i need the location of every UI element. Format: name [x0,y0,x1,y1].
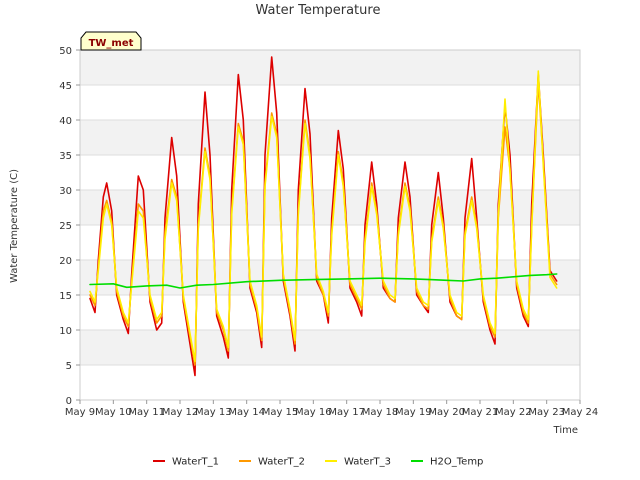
x-tick-label: May 24 [562,407,599,418]
plot-band [80,190,580,225]
y-tick-label: 40 [59,116,72,127]
series-line-watert-3 [89,70,558,363]
x-tick-label: May 23 [528,407,565,418]
legend-label-h2o-temp: H2O_Temp [430,457,483,468]
x-tick-label: May 11 [128,407,165,418]
y-tick-label: 20 [59,256,72,267]
x-tick-label: May 17 [328,407,365,418]
y-tick-label: 50 [59,46,72,57]
series-line-h2o-temp [89,273,558,289]
y-tick-label: 25 [59,221,72,232]
x-axis-label: Time [553,425,578,436]
legend-label-watert-1: WaterT_1 [172,457,219,468]
badge-background [80,31,142,51]
x-tick-label: May 20 [428,407,465,418]
x-tick-label: May 18 [362,407,399,418]
y-tick-label: 45 [59,81,72,92]
plot-band [80,85,580,120]
x-tick-label: May 19 [395,407,432,418]
plot-band [80,365,580,400]
plot-band [80,120,580,155]
plot-band [80,155,580,190]
x-tick-label: May 10 [95,407,132,418]
x-tick-label: May 16 [295,407,332,418]
y-tick-label: 30 [59,186,72,197]
chart-title: Water Temperature [256,3,381,18]
y-axis-label: Water Temperature (C) [9,169,20,283]
x-tick-label: May 22 [495,407,532,418]
plot-band [80,330,580,365]
y-tick-label: 35 [59,151,72,162]
y-axis-ticks: 0 5 10 15 20 25 30 35 40 45 50 [59,46,80,407]
x-tick-label: May 9 [65,407,95,418]
x-tick-label: May 13 [195,407,232,418]
y-tick-label: 0 [66,396,72,407]
legend: WaterT_1 WaterT_2 WaterT_3 H2O_Temp [153,457,483,468]
legend-label-watert-2: WaterT_2 [258,457,305,468]
y-tick-label: 15 [59,291,72,302]
x-tick-label: May 14 [228,407,265,418]
x-tick-label: May 12 [162,407,199,418]
legend-label-watert-3: WaterT_3 [344,457,391,468]
x-tick-label: May 21 [462,407,499,418]
y-tick-label: 5 [66,361,72,372]
series-badge: TW_met [80,31,142,51]
plot-band [80,50,580,85]
badge-label: TW_met [89,38,134,49]
series-lines [89,56,558,377]
x-tick-label: May 15 [262,407,299,418]
y-tick-label: 10 [59,326,72,337]
